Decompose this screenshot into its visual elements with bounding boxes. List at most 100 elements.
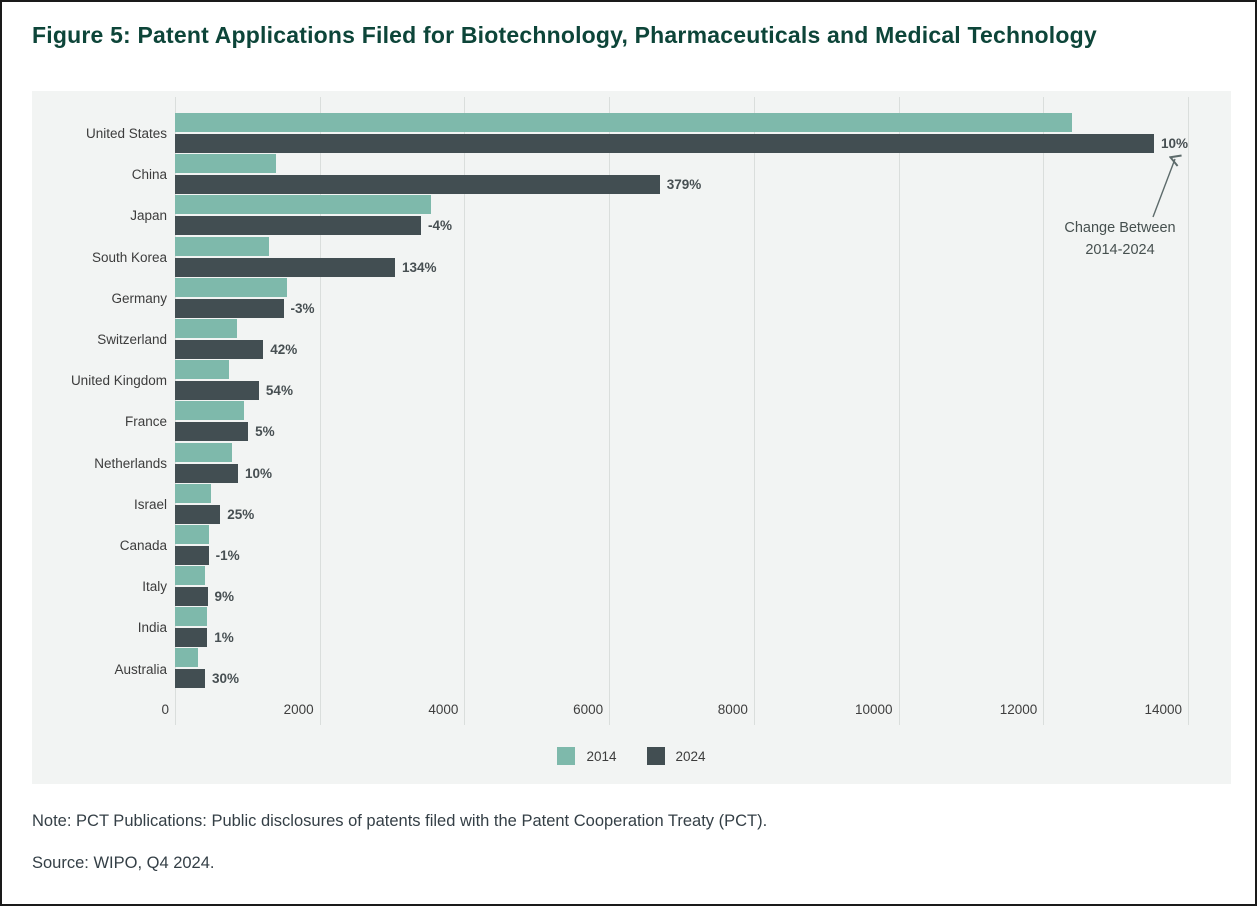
x-tick-label: 8000 <box>717 702 748 717</box>
country-label: Italy <box>142 579 167 595</box>
bar-2014 <box>175 277 288 297</box>
annotation-line-2: 2014-2024 <box>1085 242 1155 258</box>
bar-2014 <box>175 360 230 380</box>
bar-2024 <box>175 134 1154 153</box>
bar-2024 <box>175 175 660 195</box>
legend-swatch-2014 <box>557 747 576 765</box>
country-label: South Korea <box>91 249 167 265</box>
country-label: Israel <box>133 496 167 512</box>
gridline <box>1188 97 1189 725</box>
change-label: 10% <box>1160 136 1188 151</box>
bar-2014 <box>175 524 209 544</box>
country-group: China 379% <box>32 154 1231 195</box>
country-label: India <box>137 620 167 636</box>
country-group: Netherlands 10% <box>32 442 1231 484</box>
bar-2024 <box>175 669 206 689</box>
country-group: Israel 25% <box>32 483 1231 525</box>
bar-2014 <box>175 607 207 627</box>
bar-2014 <box>175 483 212 503</box>
x-tick-label: 4000 <box>428 702 459 717</box>
bar-2024 <box>175 463 238 483</box>
change-annotation: Change Between 2014-2024 <box>1060 217 1180 261</box>
bar-2014 <box>175 648 199 668</box>
bar-2024 <box>175 422 249 442</box>
country-group: Italy 9% <box>32 566 1231 607</box>
figure-note: Note: PCT Publications: Public disclosur… <box>32 812 768 830</box>
change-label: -4% <box>428 218 453 234</box>
gridline <box>464 97 466 725</box>
bar-2024 <box>175 339 264 359</box>
change-label: 5% <box>255 424 275 440</box>
plot-area: 0 2000 4000 6000 8000 10000 12000 14000 <box>161 97 1189 808</box>
bar-2024 <box>175 381 259 401</box>
bar-2014 <box>175 318 238 338</box>
bar-2024 <box>175 298 284 318</box>
x-tick-label: 14000 <box>1144 702 1182 717</box>
country-label: Canada <box>119 537 167 553</box>
bar-2014 <box>175 236 270 256</box>
country-label: Japan <box>130 208 167 224</box>
chart-panel: 0 2000 4000 6000 8000 10000 12000 14000 United … <box>32 91 1231 784</box>
country-group: South Korea 134% <box>32 236 1231 278</box>
x-tick-label: 6000 <box>573 702 604 717</box>
figure-source: Source: WIPO, Q4 2024. <box>32 854 215 872</box>
change-label: 379% <box>666 177 702 193</box>
legend-item-2024: 2024 <box>646 747 706 765</box>
change-label: 30% <box>212 671 240 687</box>
country-label: Switzerland <box>97 332 167 348</box>
country-group: Germany -3% <box>32 277 1231 319</box>
country-group: France 5% <box>32 401 1231 442</box>
country-group: Japan -4% <box>32 195 1231 236</box>
bar-2014 <box>175 113 1073 132</box>
change-label: 1% <box>214 630 234 646</box>
bar-2014 <box>175 566 205 586</box>
country-group: United States 10% <box>32 113 1231 154</box>
bar-2014 <box>175 442 233 462</box>
x-tick-label: 0 <box>161 702 169 717</box>
bar-2014 <box>175 195 432 215</box>
annotation-arrow-icon <box>1152 153 1184 218</box>
legend-label-2024: 2024 <box>675 748 706 764</box>
country-group: United Kingdom 54% <box>32 360 1231 401</box>
country-label: France <box>124 414 167 430</box>
change-label: 54% <box>265 383 293 399</box>
x-axis: 0 2000 4000 6000 8000 10000 12000 14000 <box>161 702 1188 718</box>
gridline <box>609 97 611 725</box>
country-group: Australia 30% <box>32 648 1231 689</box>
change-label: 42% <box>270 341 298 357</box>
x-tick-label: 12000 <box>999 702 1038 717</box>
bar-2014 <box>175 154 277 174</box>
country-label: Australia <box>114 661 167 677</box>
country-label: United States <box>85 126 167 142</box>
legend-swatch-2024 <box>646 747 665 765</box>
legend-item-2014: 2014 <box>557 747 617 765</box>
bar-2024 <box>175 587 208 607</box>
change-label: 10% <box>244 465 272 481</box>
bar-2024 <box>175 545 209 565</box>
gridline <box>753 97 755 725</box>
bar-2024 <box>175 216 421 236</box>
gridline <box>1043 97 1045 725</box>
figure-title: Figure 5: Patent Applications Filed for … <box>32 22 1097 48</box>
bar-2024 <box>175 257 395 277</box>
country-label: China <box>131 167 167 183</box>
chart-rows: United States 10% China 379% Japan -4% South K… <box>32 113 1231 690</box>
change-label: -1% <box>215 547 240 563</box>
bar-2014 <box>175 401 245 421</box>
gridline <box>319 97 321 725</box>
chart-legend: 2014 2024 <box>32 747 1231 765</box>
country-label: Germany <box>111 290 167 306</box>
bar-2024 <box>175 504 221 524</box>
change-label: -3% <box>290 300 315 316</box>
change-label: 134% <box>401 259 437 275</box>
bar-2024 <box>175 628 208 648</box>
change-label: 25% <box>227 506 255 522</box>
x-tick-label: 10000 <box>855 702 893 717</box>
country-group: Switzerland 42% <box>32 318 1231 360</box>
country-label: Netherlands <box>94 455 167 471</box>
change-label: 9% <box>214 589 235 605</box>
annotation-line-1: Change Between <box>1064 220 1176 236</box>
gridline <box>898 97 900 725</box>
country-group: Canada -1% <box>32 524 1231 566</box>
